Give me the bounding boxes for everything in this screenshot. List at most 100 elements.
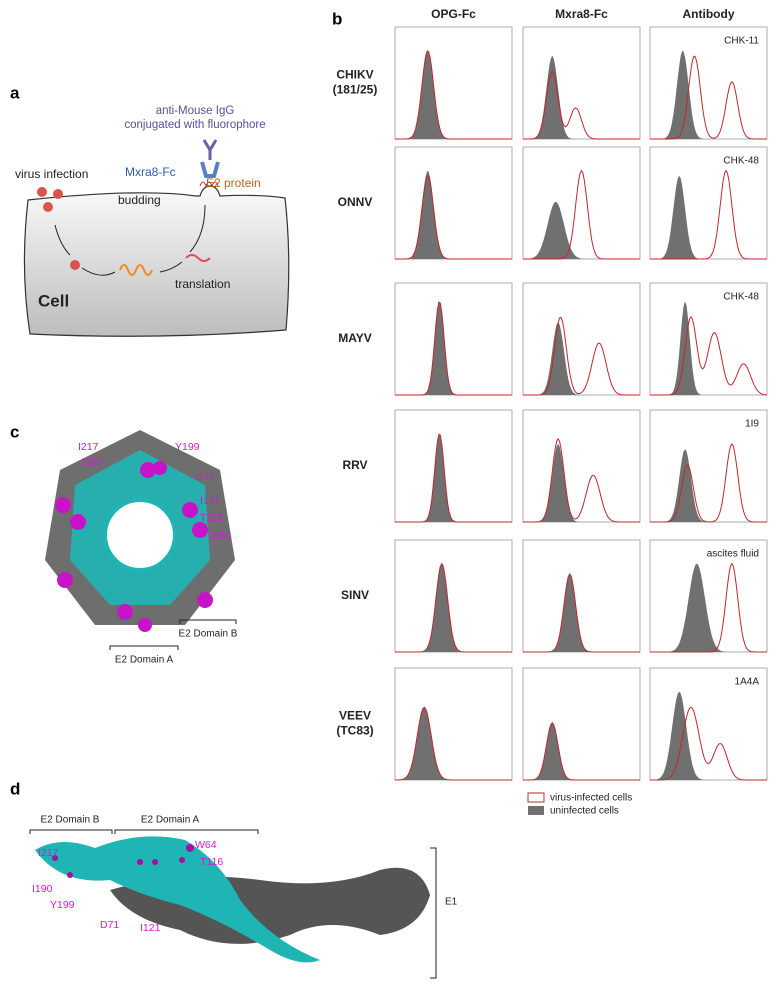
antibody-text: conjugated with fluorophore [124, 119, 265, 131]
antibody-label: CHK-48 [723, 292, 759, 303]
virus-infection-text: virus infection [15, 167, 88, 181]
legend-label: uninfected cells [550, 806, 619, 817]
antibody-label: 1I9 [745, 419, 759, 430]
uninfected-histogram [523, 722, 640, 780]
panel-label: d [10, 779, 20, 798]
cell-text: Cell [38, 291, 69, 310]
column-header: Antibody [683, 7, 735, 21]
residue-label: I121 [140, 922, 161, 934]
domain-label: E2 Domain B [179, 629, 238, 640]
residue-label: I121 [200, 495, 221, 507]
row-label: ONNV [338, 195, 373, 209]
uninfected-histogram [650, 175, 767, 259]
residue-label: W64 [195, 839, 217, 851]
row-label: (TC83) [336, 724, 373, 738]
antibody-label: ascites fluid [707, 549, 759, 560]
plot-frame [649, 282, 768, 396]
protein-icon [185, 254, 211, 262]
arrow [54, 224, 116, 276]
virus-particle [43, 202, 53, 212]
infected-histogram [395, 562, 512, 653]
uninfected-histogram [650, 449, 767, 522]
infected-histogram [650, 562, 767, 653]
residue-label: T116 [200, 856, 223, 868]
panel-c: c I217 Y199 I190 D71 I121 T116 W64 E2 Do… [10, 422, 238, 665]
trimer-center [103, 498, 177, 572]
bracket [29, 829, 113, 834]
infected-histogram [395, 706, 512, 781]
antibody-label: CHK-11 [724, 36, 759, 47]
uninfected-histogram [650, 51, 767, 139]
infected-histogram [523, 573, 640, 653]
bracket [430, 847, 437, 979]
residue-label: Y199 [50, 899, 75, 911]
infected-histogram [523, 169, 640, 260]
uninfected-histogram [650, 563, 767, 652]
residue-label: D71 [100, 919, 119, 931]
residue-label: I217 [38, 847, 59, 859]
plot-frame [522, 667, 641, 781]
bracket [109, 645, 179, 650]
plot-frame [649, 667, 768, 781]
rna-icon [119, 264, 153, 276]
plot-frame [394, 146, 513, 260]
residue-label: W64 [210, 530, 232, 542]
legend-swatch [528, 806, 544, 815]
panel-b: b OPG-Fc Mxra8-Fc Antibody CHIKV(181/25) CHK… [332, 7, 768, 817]
row-label: VEEV [339, 709, 371, 723]
row-label: RRV [342, 458, 367, 472]
residue-label: T116 [200, 512, 223, 524]
residue-spheres [55, 461, 213, 632]
infected-histogram [395, 433, 512, 523]
bracket [114, 829, 259, 834]
plot-frame [649, 409, 768, 523]
plot-frame [522, 146, 641, 260]
plot-frame [394, 539, 513, 653]
uninfected-histogram [395, 51, 512, 139]
translation-text: translation [175, 277, 230, 291]
infected-histogram [650, 443, 767, 523]
panel-label: a [10, 83, 20, 102]
residue-label: I190 [82, 456, 103, 468]
residue-label: Y199 [175, 441, 200, 453]
antibody-label: CHK-48 [723, 156, 759, 167]
panel-label: b [332, 9, 342, 28]
residue-label: I190 [32, 883, 53, 895]
panel-a: a anti-Mouse IgG conjugated with fluorop… [10, 83, 290, 337]
infected-histogram [395, 301, 512, 396]
plot-frame [649, 26, 768, 140]
uninfected-histogram [523, 55, 640, 139]
arrow [159, 204, 206, 273]
infected-histogram [650, 55, 767, 140]
uninfected-histogram [523, 322, 640, 395]
row-label: MAYV [338, 331, 372, 345]
uninfected-histogram [523, 201, 640, 259]
infected-histogram [523, 316, 640, 396]
domain-label: E2 Domain A [141, 815, 200, 826]
plot-frame [522, 539, 641, 653]
bracket [179, 619, 237, 624]
domain-label: E2 Domain A [115, 655, 174, 666]
panel-d: d E2 Domain B E2 Domain A I217 W64 T116 … [10, 779, 458, 979]
infected-histogram [523, 70, 640, 140]
plot-frame [394, 26, 513, 140]
column-header: Mxra8-Fc [555, 7, 608, 21]
protein-text: E2 protein [206, 176, 261, 190]
infected-histogram [650, 169, 767, 260]
virus-particle [53, 189, 63, 199]
legend-swatch [527, 792, 545, 803]
infected-histogram [650, 706, 767, 781]
cell-shape [23, 185, 290, 337]
infected-histogram [395, 175, 512, 260]
plot-frame [394, 409, 513, 523]
infected-histogram [395, 50, 512, 140]
receptor-text: Mxra8-Fc [125, 165, 176, 179]
virus-particle [37, 187, 47, 197]
residue-label: I217 [78, 441, 99, 453]
uninfected-histogram [523, 444, 640, 522]
legend-label: virus-infected cells [550, 793, 632, 804]
plot-frame [394, 282, 513, 396]
plot-frame [522, 26, 641, 140]
infected-histogram [650, 315, 768, 396]
